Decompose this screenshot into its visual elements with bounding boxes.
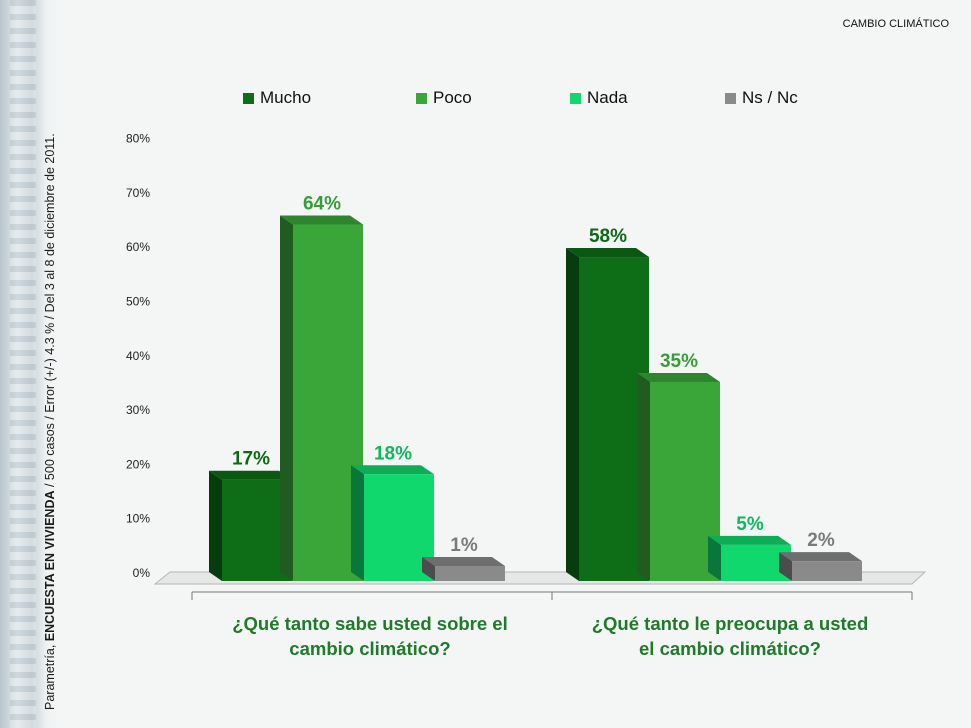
y-tick-label: 30%: [126, 403, 150, 417]
legend-label-mucho: Mucho: [260, 88, 312, 107]
bar-ns-nc-q1: [435, 566, 505, 581]
y-tick-label: 10%: [126, 512, 150, 526]
bar-side: [566, 248, 579, 581]
legend-swatch-mucho: [243, 92, 254, 104]
bar-side: [209, 470, 222, 581]
data-label: 58%: [589, 226, 627, 247]
bar-top: [779, 552, 862, 562]
question-label-2: ¿Qué tanto le preocupa a usted el cambio…: [550, 611, 910, 661]
section-title: CAMBIO CLIMÁTICO: [842, 18, 949, 30]
bar-top: [422, 557, 505, 566]
chart-legend: Mucho Poco Nada Ns / Nc: [0, 88, 971, 110]
bar-top: [566, 248, 649, 258]
bar-side: [779, 552, 792, 581]
legend-swatch-nsnc: [725, 92, 736, 104]
legend-item-mucho: Mucho: [243, 88, 311, 108]
question-label-2-line1: ¿Qué tanto le preocupa a usted: [591, 613, 869, 634]
y-tick-label: 0%: [133, 566, 151, 580]
legend-label-nada: Nada: [587, 88, 628, 107]
data-label: 35%: [660, 351, 698, 372]
y-tick-label: 70%: [126, 186, 150, 200]
question-label-2-line2: el cambio climático?: [639, 638, 821, 659]
data-label: 18%: [374, 443, 412, 464]
legend-item-nsnc: Ns / Nc: [725, 88, 798, 108]
legend-item-nada: Nada: [570, 88, 628, 108]
decorative-side-strip: [0, 0, 58, 728]
y-tick-label: 20%: [126, 457, 150, 471]
bar-side: [351, 465, 364, 581]
y-tick-label: 80%: [126, 132, 150, 146]
legend-swatch-poco: [416, 92, 427, 104]
legend-label-poco: Poco: [433, 88, 472, 107]
question-label-1-line1: ¿Qué tanto sabe usted sobre el: [232, 613, 508, 634]
data-label: 2%: [807, 530, 835, 551]
data-label: 17%: [232, 449, 270, 470]
question-label-1-line2: cambio climático?: [289, 638, 451, 659]
bar-ns-nc-q2: [792, 561, 862, 581]
bar-top: [708, 535, 791, 545]
legend-label-nsnc: Ns / Nc: [742, 88, 798, 107]
y-tick-label: 50%: [126, 295, 150, 309]
y-tick-label: 60%: [126, 240, 150, 254]
data-label: 64%: [303, 193, 341, 214]
bar-top: [209, 470, 292, 480]
bar-side: [280, 215, 293, 582]
legend-item-poco: Poco: [416, 88, 472, 108]
bar-side: [422, 557, 435, 581]
data-label: 1%: [450, 535, 478, 556]
legend-swatch-nada: [570, 92, 581, 104]
bar-side: [637, 372, 650, 581]
bar-top: [280, 215, 363, 225]
bar-side: [708, 535, 721, 581]
data-label: 5%: [736, 514, 764, 535]
bar-top: [637, 372, 720, 382]
bar-top: [351, 465, 434, 475]
question-label-1: ¿Qué tanto sabe usted sobre el cambio cl…: [190, 611, 550, 661]
y-tick-label: 40%: [126, 349, 150, 363]
